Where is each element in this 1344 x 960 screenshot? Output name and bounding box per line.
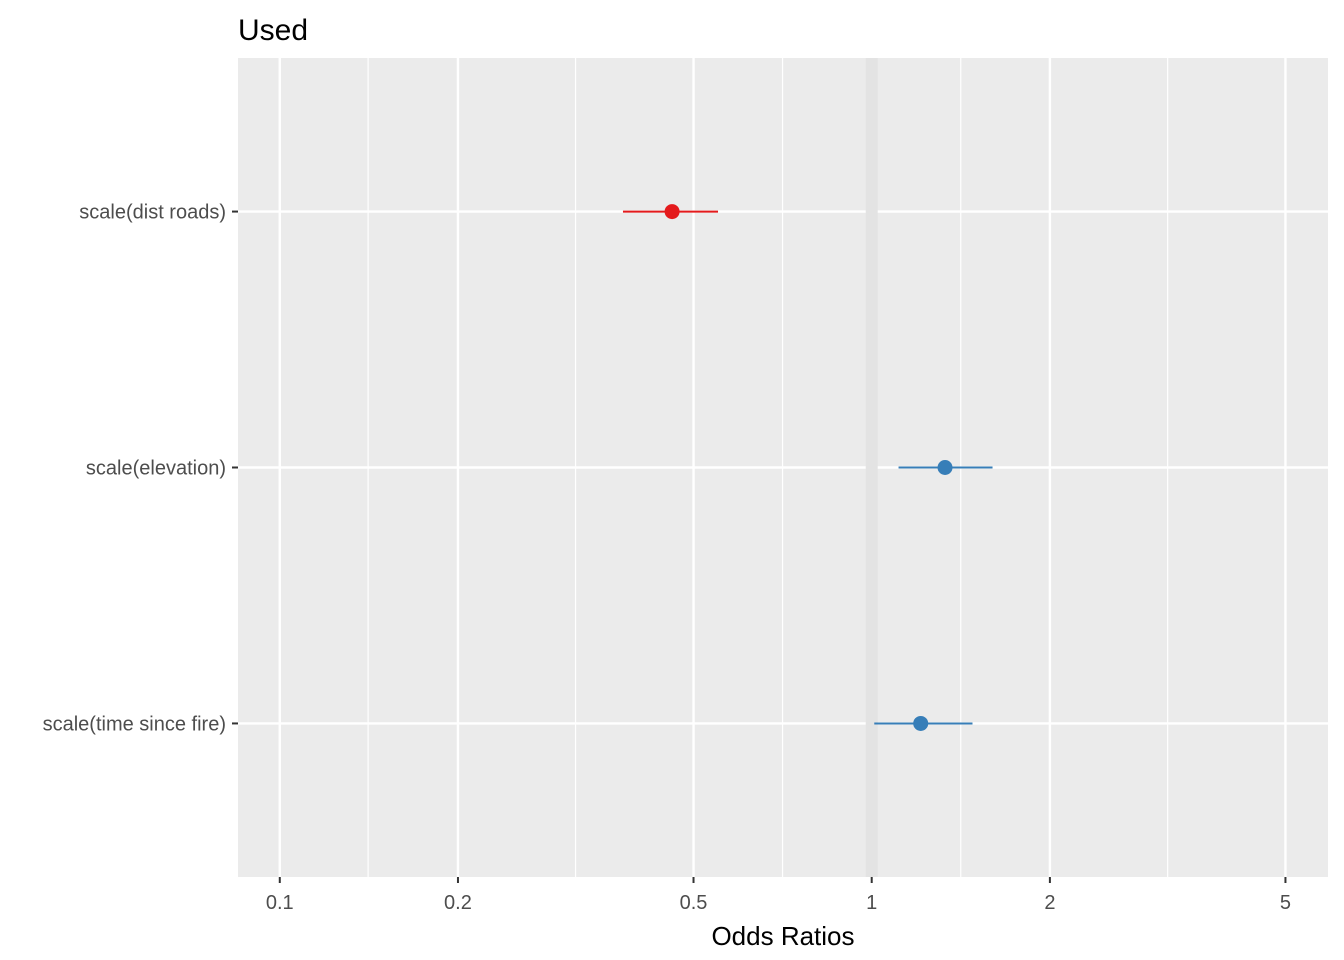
y-axis: scale(dist roads) scale(elevation) scale(t… — [43, 202, 238, 735]
x-tick-label: 0.5 — [680, 892, 708, 914]
estimate-point — [913, 715, 929, 731]
x-tick-label: 0.1 — [266, 892, 294, 914]
x-tick-label: 5 — [1280, 892, 1291, 914]
x-axis-title: Odds Ratios — [711, 921, 854, 951]
term-label: scale(dist roads) — [79, 202, 226, 224]
x-tick-label: 2 — [1044, 892, 1055, 914]
estimate-point — [937, 460, 953, 475]
estimate-marks — [622, 204, 993, 731]
term-label: scale(elevation) — [86, 458, 226, 480]
term-label: scale(time since fire) — [43, 713, 226, 735]
estimate-point — [664, 204, 680, 220]
x-axis: 0.1 0.2 0.5 1 2 5 — [266, 877, 1291, 914]
chart-title: Used — [238, 14, 308, 47]
x-tick-label: 1 — [866, 892, 877, 914]
x-tick-label: 0.2 — [444, 892, 472, 914]
